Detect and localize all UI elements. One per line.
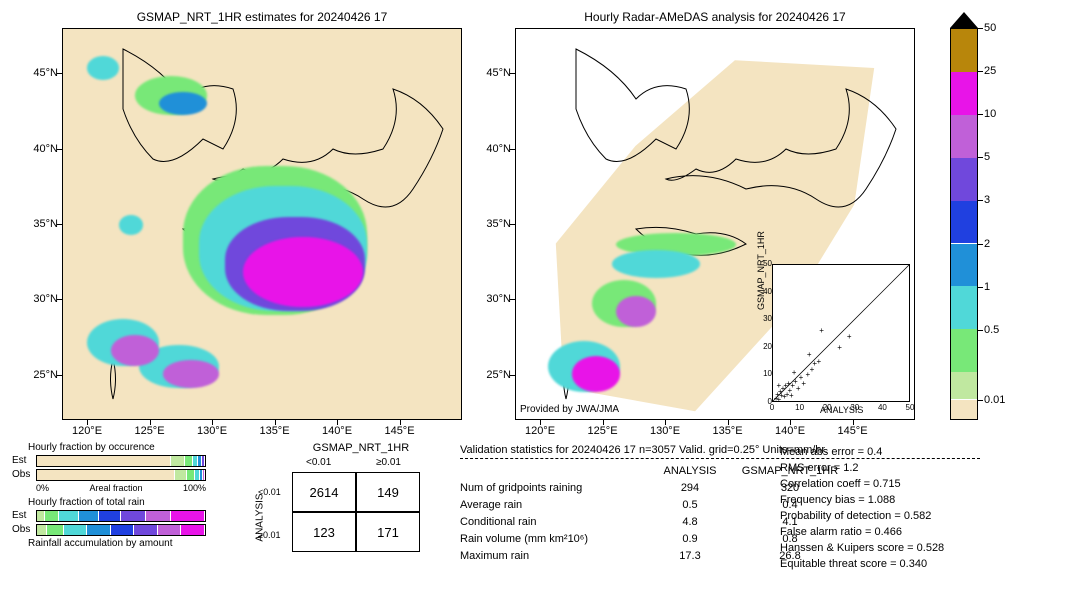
frac-0pct: 0% — [36, 483, 49, 493]
left-map-panel — [62, 28, 462, 420]
cont-col-lt: <0.01 — [306, 457, 331, 468]
colorbar-tick: 25 — [984, 65, 996, 77]
acc-title: Rainfall accumulation by amount — [28, 538, 220, 549]
cont-row-ge: ≥0.01 — [258, 530, 280, 540]
figure-container: GSMAP_NRT_1HR estimates for 20240426 17 … — [0, 0, 1080, 612]
scatter-plot: +++++++++++++++++++++++++++ — [772, 264, 910, 402]
colorbar-tick: 2 — [984, 238, 990, 250]
colorbar-tick: 10 — [984, 108, 996, 120]
tot-obs-bar — [36, 524, 206, 536]
colorbar-arrow — [950, 12, 978, 28]
frac-100pct: 100% — [183, 483, 206, 493]
tot-est-bar — [36, 510, 206, 522]
colorbar-tick: 50 — [984, 22, 996, 34]
provided-label: Provided by JWA/JMA — [520, 404, 619, 415]
colorbar — [950, 28, 978, 420]
colorbar-tick: 3 — [984, 194, 990, 206]
cont-row-lt: <0.01 — [258, 487, 281, 497]
cont-00: 2614 — [292, 472, 356, 512]
left-map-title: GSMAP_NRT_1HR estimates for 20240426 17 — [62, 10, 462, 24]
contingency-table: GSMAP_NRT_1HR <0.01 ≥0.01 ANALYSIS <0.01… — [246, 442, 426, 562]
cont-col-ge: ≥0.01 — [376, 457, 401, 468]
scatter-ylabel: GSMAP_NRT_1HR — [756, 231, 766, 310]
cont-11: 171 — [356, 512, 420, 552]
obs-label: Obs — [12, 469, 34, 480]
validation-metrics: Mean abs error = 0.4RMS error = 1.2Corre… — [780, 444, 1070, 572]
right-map-title: Hourly Radar-AMeDAS analysis for 2024042… — [515, 10, 915, 24]
colorbar-tick: 0.01 — [984, 394, 1005, 406]
obs-label2: Obs — [12, 524, 34, 535]
occ-obs-bar — [36, 469, 206, 481]
cont-01: 149 — [356, 472, 420, 512]
fraction-section: Hourly fraction by occurence Est Obs 0% … — [10, 442, 220, 551]
est-label: Est — [12, 455, 34, 466]
cont-10: 123 — [292, 512, 356, 552]
est-label2: Est — [12, 510, 34, 521]
colorbar-tick: 0.5 — [984, 324, 999, 336]
occ-est-bar — [36, 455, 206, 467]
frac-mid: Areal fraction — [89, 483, 142, 493]
colorbar-tick: 5 — [984, 151, 990, 163]
cont-col-header: GSMAP_NRT_1HR — [296, 442, 426, 454]
val-col1: ANALYSIS — [650, 463, 730, 480]
colorbar-tick: 1 — [984, 281, 990, 293]
occ-title: Hourly fraction by occurence — [28, 442, 220, 453]
tot-title: Hourly fraction of total rain — [28, 497, 220, 508]
